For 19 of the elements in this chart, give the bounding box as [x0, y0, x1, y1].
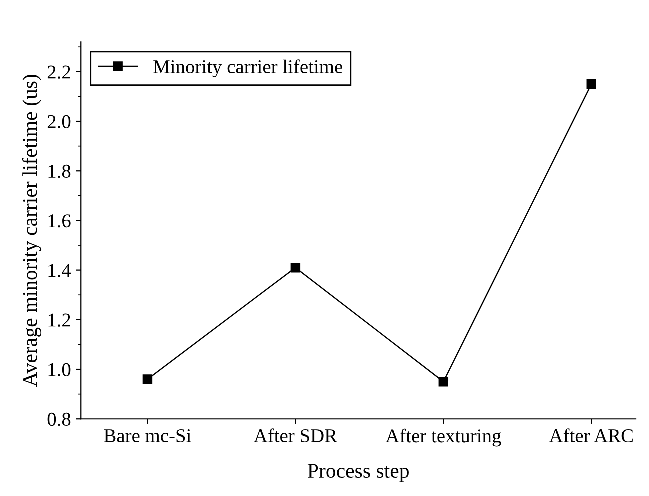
y-tick-label: 2.0 — [48, 115, 71, 129]
point — [586, 79, 596, 90]
x-tick-label: After SDR — [254, 428, 338, 443]
y-tick-label: 1.8 — [48, 164, 71, 178]
legend-label: Minority carrier lifetime — [154, 60, 342, 78]
point — [438, 377, 449, 387]
point — [142, 374, 153, 384]
y-tick-label: 1.4 — [48, 264, 72, 278]
y-tick-label: 2.2 — [48, 66, 70, 79]
y-tick-label: 1.6 — [48, 214, 71, 228]
x-tick-label: After ARC — [549, 428, 633, 443]
y-tick-label: 1.2 — [48, 314, 70, 327]
y-tick-label: 0.8 — [48, 412, 71, 426]
x-tick-label: Bare mc-Si — [104, 429, 192, 443]
point — [290, 262, 301, 273]
y-tick-label: 1.0 — [48, 363, 71, 377]
x-tick-label: After texturing — [386, 428, 502, 447]
y-axis-title: Average minority carrier lifetime (us) — [22, 74, 42, 388]
x-axis-title: Process step — [308, 464, 409, 482]
